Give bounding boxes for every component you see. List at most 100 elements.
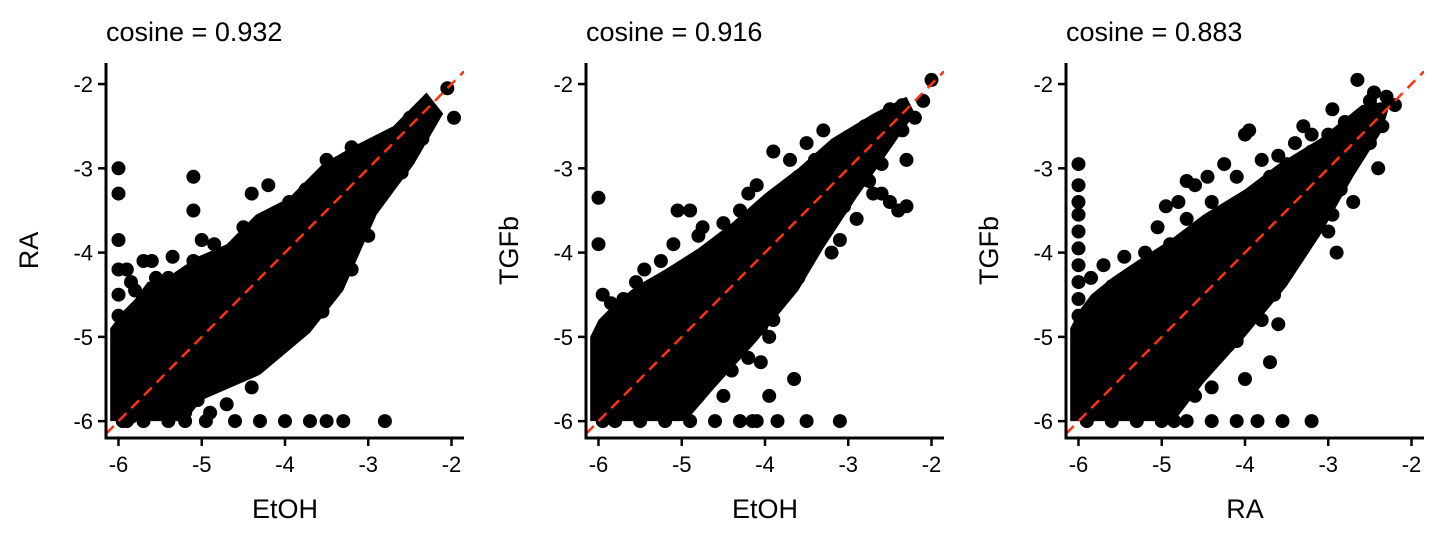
data-point [649, 397, 664, 412]
data-point [144, 254, 159, 268]
data-point [315, 304, 330, 319]
panel-ra-vs-tgfb: cosine = 0.883 -6 -5 -4 -3 -2 -6 -5 -4 -3 -2 RA T… [974, 17, 1424, 524]
data-point [261, 178, 276, 193]
data-point [708, 414, 722, 429]
data-point [161, 388, 176, 403]
data-point [1263, 355, 1277, 370]
data-point [194, 233, 209, 247]
data-point [298, 182, 313, 197]
x-tick-label: -5 [1152, 452, 1172, 477]
panel-title: cosine = 0.916 [586, 17, 762, 47]
x-tick-label: -2 [442, 452, 462, 477]
data-point [599, 346, 614, 361]
data-point [186, 270, 201, 285]
data-point [228, 262, 242, 277]
data-point [808, 152, 822, 167]
data-point [111, 161, 126, 176]
data-point [253, 254, 267, 268]
data-point [278, 321, 292, 336]
data-point [244, 228, 259, 243]
data-point [816, 211, 831, 226]
data-point [278, 220, 292, 235]
data-point [799, 414, 814, 429]
data-point [1246, 186, 1261, 201]
y-tick-label: -6 [73, 409, 93, 434]
y-tick-label: -4 [1033, 241, 1053, 266]
data-point [762, 296, 777, 311]
data-point [203, 275, 218, 290]
data-point [1350, 72, 1365, 87]
data-point [670, 203, 685, 218]
data-point [186, 169, 201, 184]
data-point [778, 275, 793, 290]
data-point [895, 123, 910, 138]
data-point [637, 262, 652, 277]
data-point [111, 308, 126, 323]
data-point [1292, 245, 1307, 260]
data-point [874, 157, 889, 172]
data-point [153, 346, 168, 361]
data-point [641, 287, 656, 302]
data-point [203, 405, 218, 420]
data-point [758, 262, 772, 277]
data-point [849, 211, 864, 226]
data-point [319, 245, 334, 260]
data-point [294, 321, 309, 336]
data-point [1279, 157, 1294, 172]
data-point [244, 380, 259, 395]
data-point [1104, 279, 1119, 294]
data-point [136, 414, 151, 429]
data-point [591, 190, 606, 205]
data-point [624, 346, 639, 361]
data-point [699, 279, 714, 294]
data-point [653, 254, 668, 268]
data-point [1096, 258, 1111, 273]
data-point [253, 241, 267, 256]
data-point [1229, 203, 1244, 218]
data-point [691, 228, 706, 243]
data-point [1171, 262, 1186, 277]
data-point [762, 388, 777, 403]
data-point [874, 110, 889, 125]
x-tick-label: -3 [358, 452, 378, 477]
data-point [1150, 220, 1165, 235]
data-point [115, 380, 130, 395]
data-point [1254, 313, 1269, 327]
data-point [1188, 329, 1202, 344]
data-point [153, 296, 168, 311]
data-point [924, 72, 939, 87]
data-point [1071, 224, 1086, 239]
data-point [816, 123, 831, 138]
data-point [666, 237, 681, 252]
data-point [290, 266, 305, 281]
data-point [1179, 211, 1194, 226]
data-point [837, 199, 852, 214]
data-point [1079, 363, 1094, 378]
data-point [1221, 338, 1236, 353]
dense-point-cloud [590, 96, 915, 422]
data-point [1375, 119, 1390, 134]
data-point [1213, 304, 1227, 319]
data-point [832, 414, 847, 429]
data-point [824, 144, 839, 159]
data-point [336, 414, 351, 429]
data-point [616, 397, 631, 412]
data-point [1325, 207, 1340, 222]
data-point [832, 233, 847, 247]
y-tick-label: -2 [1033, 72, 1053, 97]
data-point [753, 355, 768, 370]
data-point [1188, 388, 1202, 403]
data-point [198, 376, 213, 391]
data-point [799, 136, 814, 151]
data-point [228, 414, 242, 429]
data-point [691, 388, 706, 403]
data-point [169, 321, 184, 336]
x-tick-label: -6 [1069, 452, 1089, 477]
data-point [1254, 152, 1269, 167]
data-point [1217, 157, 1232, 172]
y-tick-label: -3 [553, 156, 573, 181]
data-point [1138, 380, 1153, 395]
x-axis-label: EtOH [252, 494, 318, 524]
data-point [899, 199, 914, 214]
data-point [774, 186, 789, 201]
